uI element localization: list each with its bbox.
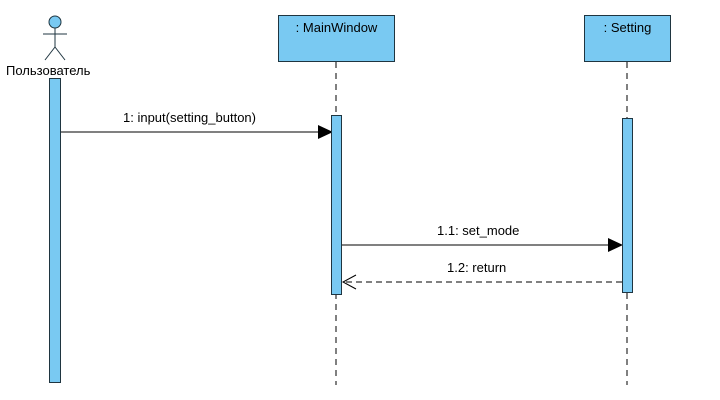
actor-figure-icon	[43, 15, 67, 61]
lifeline-header-mainwindow: : MainWindow	[278, 15, 395, 62]
message-1-1-label: 1.1: set_mode	[437, 223, 520, 238]
activation-bar-setting	[622, 118, 633, 293]
message-1-arrowhead-icon	[318, 125, 333, 139]
message-1-1-arrowhead-icon	[608, 238, 623, 252]
activation-bar-actor	[49, 78, 61, 383]
message-1-2-arrowhead-icon	[341, 274, 357, 290]
message-1-2-label: 1.2: return	[447, 260, 507, 275]
activation-bar-mainwindow	[331, 115, 342, 295]
actor-label: Пользователь	[6, 63, 91, 78]
message-1-label: 1: input(setting_button)	[123, 110, 256, 125]
lifeline-header-setting: : Setting	[584, 15, 671, 62]
